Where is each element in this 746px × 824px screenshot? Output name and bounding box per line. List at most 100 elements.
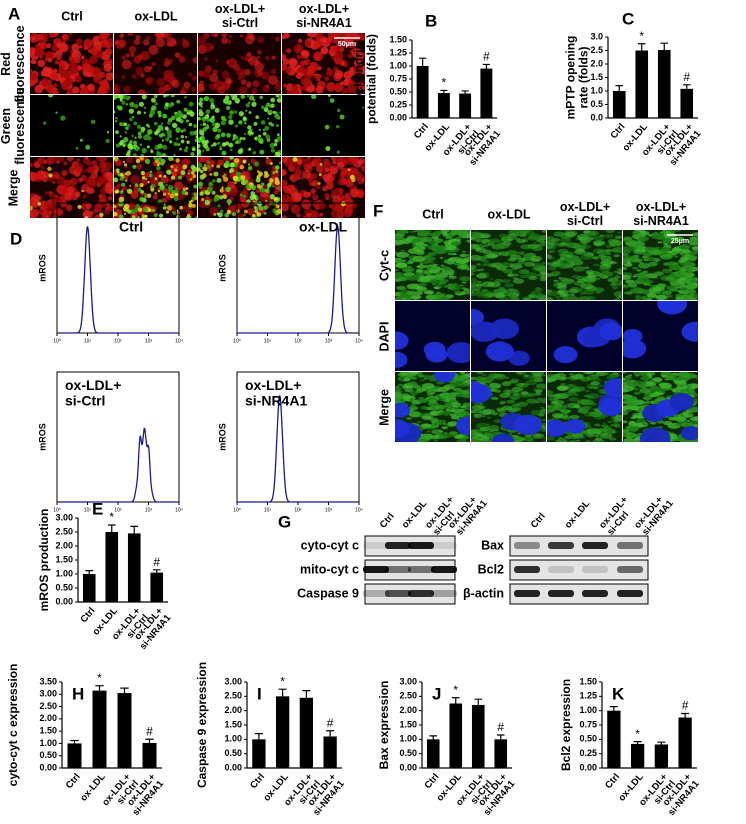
signal xyxy=(422,383,435,389)
signal xyxy=(577,279,586,283)
signal xyxy=(137,111,141,115)
signal xyxy=(528,258,533,260)
signal xyxy=(320,47,328,55)
band xyxy=(617,542,643,549)
signal xyxy=(535,392,542,395)
signal xyxy=(100,188,104,192)
signal xyxy=(270,98,275,103)
signal xyxy=(228,143,233,148)
signal xyxy=(229,35,232,38)
signal xyxy=(448,253,453,255)
band xyxy=(514,542,540,549)
signal xyxy=(675,294,681,297)
signal xyxy=(141,171,145,175)
significance-mark: * xyxy=(97,671,102,685)
signal xyxy=(595,437,603,440)
bar xyxy=(252,739,265,768)
signal xyxy=(75,79,78,82)
y-tick-label: 0.75 xyxy=(389,73,407,83)
signal xyxy=(116,144,120,148)
signal xyxy=(633,275,637,277)
signal xyxy=(182,164,187,169)
signal xyxy=(192,148,196,152)
column-header: ox-LDL xyxy=(487,207,530,221)
panel-letter: F xyxy=(373,201,383,220)
signal xyxy=(589,387,593,389)
signal xyxy=(146,36,150,40)
bar xyxy=(449,704,462,769)
signal xyxy=(99,195,106,202)
signal xyxy=(207,161,210,164)
signal xyxy=(542,419,546,421)
signal xyxy=(432,283,436,285)
signal xyxy=(303,191,310,198)
y-tick-label: 3.0 xyxy=(590,31,603,41)
signal xyxy=(220,188,224,192)
signal xyxy=(301,199,311,209)
signal xyxy=(470,322,499,342)
y-tick-label: 2.00 xyxy=(399,705,417,715)
signal xyxy=(55,112,57,114)
signal xyxy=(560,437,567,440)
signal xyxy=(161,159,166,164)
signal xyxy=(34,162,40,168)
signal xyxy=(505,384,509,386)
micrograph xyxy=(619,293,709,371)
signal xyxy=(594,287,605,292)
signal xyxy=(182,40,190,48)
signal xyxy=(644,257,654,262)
signal xyxy=(508,231,515,234)
signal xyxy=(211,164,214,167)
signal xyxy=(650,265,654,267)
signal xyxy=(48,191,52,195)
signal xyxy=(146,124,149,127)
signal xyxy=(89,188,95,194)
signal xyxy=(590,429,603,435)
signal xyxy=(52,45,58,51)
signal xyxy=(434,439,438,441)
signal xyxy=(259,96,262,99)
signal xyxy=(248,163,250,165)
signal xyxy=(285,186,293,194)
signal xyxy=(582,236,594,241)
signal xyxy=(402,393,408,396)
signal xyxy=(326,82,335,91)
row-label: Merge xyxy=(6,170,20,207)
significance-mark: # xyxy=(683,70,690,84)
signal xyxy=(583,230,590,233)
signal xyxy=(528,393,535,396)
signal xyxy=(259,140,263,144)
signal xyxy=(48,43,51,46)
signal xyxy=(230,205,236,211)
signal xyxy=(168,193,170,195)
signal xyxy=(548,398,552,400)
signal xyxy=(319,90,322,93)
signal xyxy=(75,192,81,198)
signal xyxy=(92,160,98,166)
text-line: ox-LDL+ xyxy=(215,2,265,16)
signal xyxy=(639,262,643,264)
signal xyxy=(147,193,151,197)
signal xyxy=(115,117,118,120)
signal xyxy=(66,208,69,211)
text-line: mPTP opening xyxy=(564,36,578,120)
y-tick-label: 2.50 xyxy=(224,691,242,701)
signal xyxy=(535,390,542,393)
signal xyxy=(185,146,188,149)
signal xyxy=(255,115,259,119)
signal xyxy=(145,178,147,180)
y-tick-label: 0.0 xyxy=(590,112,603,122)
signal xyxy=(418,397,424,400)
signal xyxy=(225,99,230,104)
signal xyxy=(564,410,572,413)
band xyxy=(431,590,457,597)
bar xyxy=(472,705,485,768)
signal xyxy=(241,56,245,60)
signal xyxy=(56,161,59,164)
signal xyxy=(668,376,673,378)
signal xyxy=(476,256,487,261)
signal xyxy=(165,184,167,186)
signal xyxy=(435,287,440,289)
signal xyxy=(217,178,222,183)
panel-letter: A xyxy=(8,4,20,23)
